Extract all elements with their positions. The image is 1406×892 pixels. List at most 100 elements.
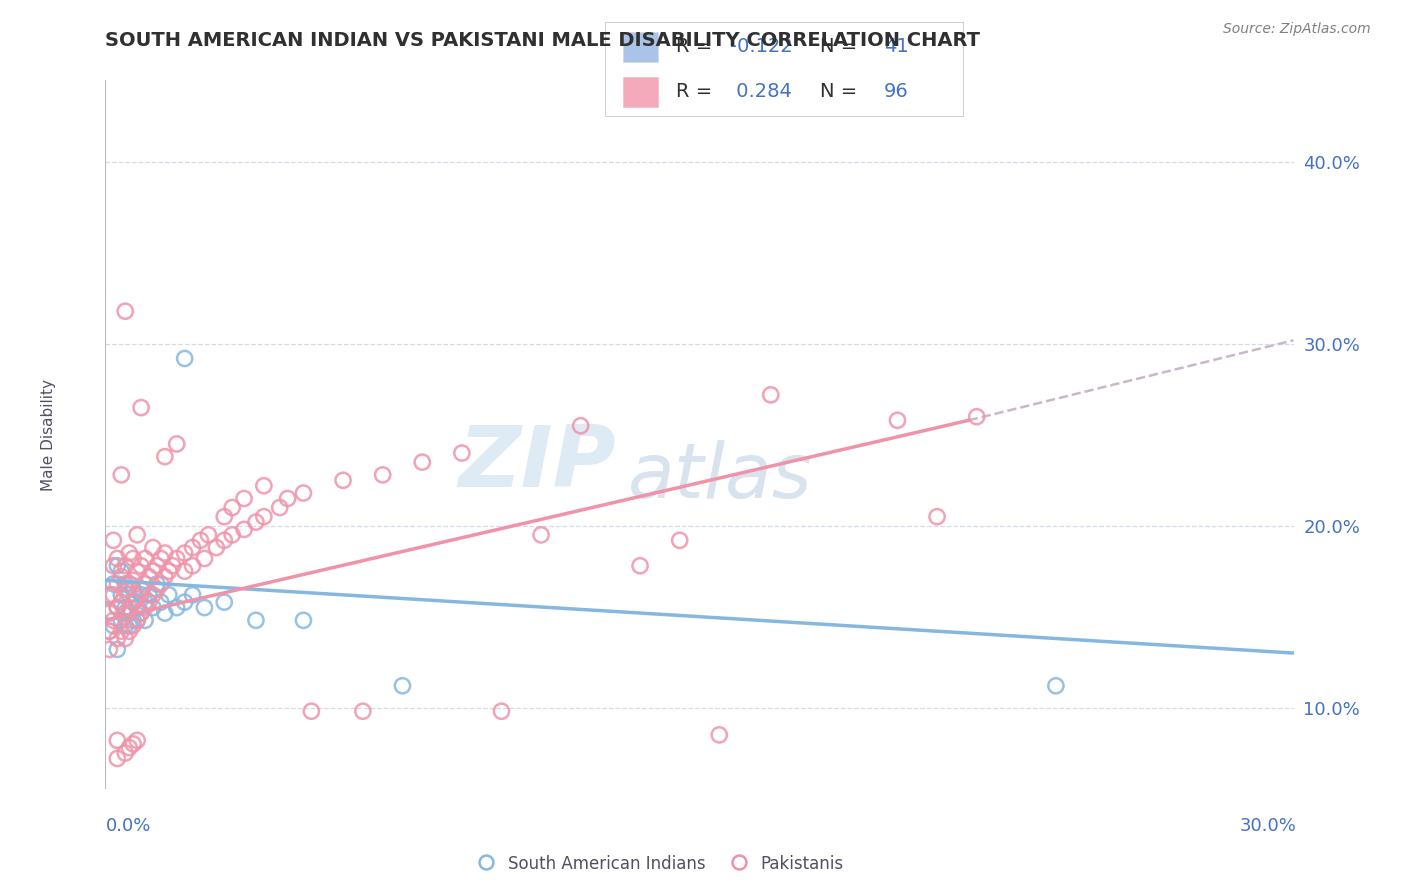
Point bbox=[122, 574, 145, 588]
Point bbox=[166, 551, 188, 566]
Point bbox=[134, 595, 156, 609]
Point bbox=[134, 613, 156, 627]
Point bbox=[98, 588, 121, 602]
Point bbox=[127, 613, 149, 627]
Point bbox=[114, 606, 136, 620]
Point bbox=[245, 515, 267, 529]
Point bbox=[114, 582, 136, 597]
Text: 0.284: 0.284 bbox=[730, 82, 792, 101]
Point bbox=[181, 558, 204, 573]
Text: 96: 96 bbox=[884, 82, 910, 101]
Point bbox=[233, 491, 256, 506]
Point bbox=[371, 467, 394, 482]
Point bbox=[530, 528, 553, 542]
Point bbox=[134, 577, 156, 591]
Text: R =: R = bbox=[676, 82, 718, 101]
Point bbox=[105, 642, 128, 657]
Point bbox=[98, 624, 121, 639]
Text: atlas: atlas bbox=[628, 441, 813, 515]
Point bbox=[173, 546, 195, 560]
Point bbox=[569, 418, 592, 433]
Point bbox=[966, 409, 988, 424]
Point bbox=[193, 551, 215, 566]
Point bbox=[122, 619, 145, 633]
Point bbox=[181, 588, 204, 602]
Point bbox=[122, 737, 145, 751]
Point bbox=[925, 509, 948, 524]
Point bbox=[114, 619, 136, 633]
Point bbox=[118, 740, 141, 755]
Point bbox=[118, 619, 141, 633]
Point bbox=[122, 551, 145, 566]
FancyBboxPatch shape bbox=[623, 77, 658, 107]
Point bbox=[221, 500, 243, 515]
Point bbox=[122, 595, 145, 609]
Point bbox=[153, 570, 176, 584]
Point bbox=[352, 704, 374, 718]
Point bbox=[105, 558, 128, 573]
Point bbox=[110, 467, 132, 482]
Point bbox=[886, 413, 908, 427]
Point bbox=[391, 679, 413, 693]
Point bbox=[181, 541, 204, 555]
Point bbox=[134, 551, 156, 566]
Point bbox=[149, 577, 172, 591]
Point bbox=[114, 558, 136, 573]
Point bbox=[193, 600, 215, 615]
Point bbox=[103, 558, 125, 573]
Point bbox=[105, 600, 128, 615]
Point bbox=[197, 528, 219, 542]
Point bbox=[162, 558, 184, 573]
Point bbox=[332, 473, 354, 487]
Text: N =: N = bbox=[820, 82, 863, 101]
Point bbox=[173, 564, 195, 578]
Point bbox=[110, 564, 132, 578]
Point bbox=[129, 401, 152, 415]
Point bbox=[110, 595, 132, 609]
Point bbox=[110, 613, 132, 627]
Point bbox=[127, 591, 149, 606]
Point bbox=[118, 577, 141, 591]
Text: -0.122: -0.122 bbox=[730, 37, 793, 56]
Point bbox=[759, 388, 782, 402]
Point bbox=[277, 491, 299, 506]
Point bbox=[127, 600, 149, 615]
Point bbox=[118, 588, 141, 602]
FancyBboxPatch shape bbox=[623, 32, 658, 62]
Point bbox=[149, 595, 172, 609]
Point bbox=[491, 704, 513, 718]
Point bbox=[103, 588, 125, 602]
Text: 41: 41 bbox=[884, 37, 910, 56]
Point bbox=[114, 304, 136, 318]
Point bbox=[105, 751, 128, 765]
Point bbox=[129, 606, 152, 620]
Text: Male Disability: Male Disability bbox=[41, 379, 56, 491]
Point bbox=[118, 546, 141, 560]
Point bbox=[114, 600, 136, 615]
Point bbox=[114, 577, 136, 591]
Point bbox=[98, 642, 121, 657]
Point bbox=[173, 351, 195, 366]
Point bbox=[153, 450, 176, 464]
Point bbox=[142, 541, 165, 555]
Point bbox=[221, 528, 243, 542]
Point bbox=[134, 600, 156, 615]
Point bbox=[110, 624, 132, 639]
Point bbox=[205, 541, 228, 555]
Point bbox=[299, 704, 322, 718]
Point bbox=[157, 564, 180, 578]
Point bbox=[157, 588, 180, 602]
Point bbox=[142, 564, 165, 578]
Point bbox=[129, 588, 152, 602]
Point bbox=[127, 528, 149, 542]
Text: Source: ZipAtlas.com: Source: ZipAtlas.com bbox=[1223, 22, 1371, 37]
Point bbox=[118, 600, 141, 615]
Point bbox=[105, 551, 128, 566]
Point bbox=[138, 595, 160, 609]
Text: R =: R = bbox=[676, 37, 718, 56]
Point bbox=[118, 624, 141, 639]
Point bbox=[153, 546, 176, 560]
Point bbox=[146, 558, 169, 573]
Text: ZIP: ZIP bbox=[458, 422, 616, 505]
Point bbox=[103, 533, 125, 548]
